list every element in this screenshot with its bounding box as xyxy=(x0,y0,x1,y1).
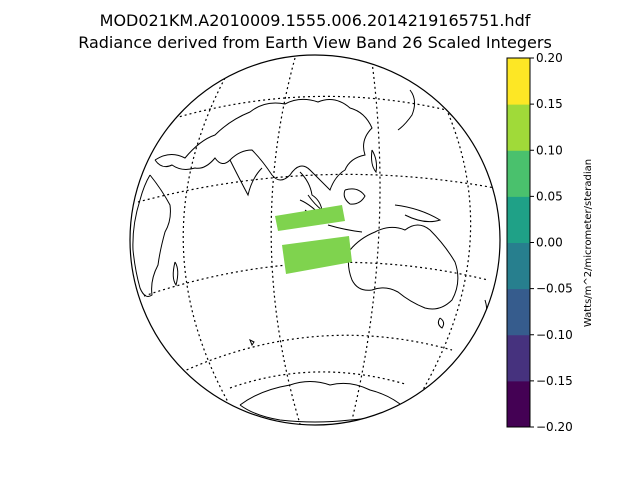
coast-australia xyxy=(347,224,459,310)
colorbar-tick-label: 0.20 xyxy=(536,51,563,65)
coast-philippines xyxy=(371,149,377,174)
coast-borneo xyxy=(343,188,366,205)
coast-madagascar xyxy=(172,261,179,287)
coast-asia xyxy=(154,98,373,191)
colorbar-tick-label: 0.00 xyxy=(536,236,563,250)
meridian-150e xyxy=(419,94,472,396)
figure-title-line-1: MOD021KM.A2010009.1555.006.2014219165751… xyxy=(99,11,531,30)
colorbar-segment xyxy=(507,380,530,428)
colorbar-tick-label: −0.15 xyxy=(536,374,573,388)
colorbar-tick-label: 0.10 xyxy=(536,143,563,157)
colorbar-segment xyxy=(507,242,530,290)
data-swath xyxy=(275,205,352,274)
colorbar-segment xyxy=(507,104,530,151)
coast-japan xyxy=(397,89,416,131)
colorbar-tick-label: −0.05 xyxy=(536,282,573,296)
coast-java xyxy=(327,224,363,233)
meridian-90e xyxy=(270,57,301,425)
coast-new-guinea xyxy=(394,204,442,223)
colorbar-segment xyxy=(507,334,530,382)
coast-india xyxy=(229,159,263,197)
parallel-60s xyxy=(229,371,406,389)
coast-new-zealand xyxy=(479,299,488,331)
globe-outline xyxy=(129,54,501,426)
colorbar: 0.20 0.15 0.10 0.05 0.00 −0.05 −0.10 −0.15 −0.20 xyxy=(506,51,573,434)
parallel-60n xyxy=(174,95,456,119)
colorbar-label: Watts/m^2/micrometer/steradian xyxy=(583,159,594,327)
meridian-120e xyxy=(351,61,381,421)
colorbar-tick-label: −0.10 xyxy=(536,328,573,342)
colorbar-segment xyxy=(507,288,530,336)
colorbar-segment xyxy=(507,196,530,243)
coast-africa-east xyxy=(132,174,171,297)
colorbar-segment xyxy=(507,150,530,197)
colorbar-tick-label: −0.20 xyxy=(536,420,573,434)
coast-antarctica xyxy=(239,381,406,423)
swath-upper xyxy=(275,205,345,231)
parallel-30s xyxy=(181,334,453,373)
colorbar-tick-label: 0.15 xyxy=(536,97,563,111)
parallel-30n xyxy=(137,173,496,203)
colorbar-tick-label: 0.05 xyxy=(536,189,563,203)
meridian-60e xyxy=(182,77,229,403)
figure-title-line-2: Radiance derived from Earth View Band 26… xyxy=(78,33,552,52)
coast-indochina xyxy=(299,171,323,212)
swath-lower xyxy=(282,236,352,274)
colorbar-segment xyxy=(507,58,530,105)
coast-island xyxy=(249,338,255,347)
coast-tasmania xyxy=(437,317,445,329)
